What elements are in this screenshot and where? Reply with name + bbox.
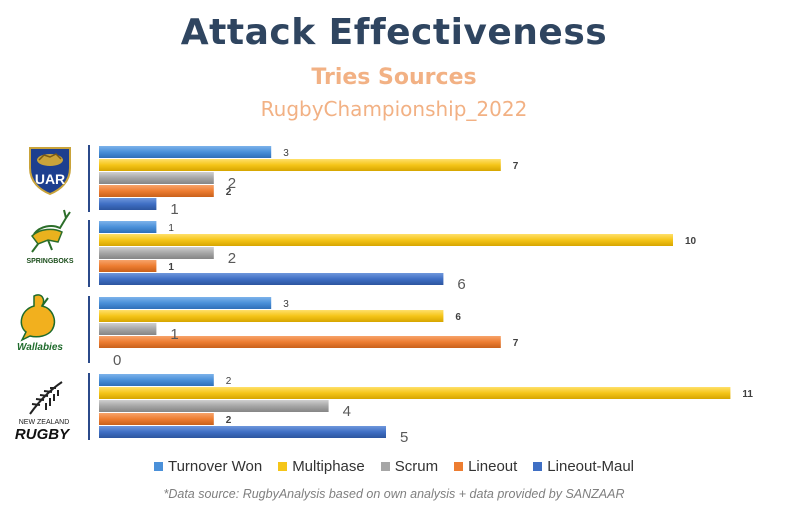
bar	[99, 234, 673, 246]
data-label: 0	[113, 352, 121, 369]
legend-label: Lineout	[468, 458, 518, 475]
bar	[99, 260, 157, 272]
data-label: 5	[400, 429, 408, 446]
data-label: 10	[685, 236, 697, 247]
legend-item: Turnover Won	[153, 458, 263, 475]
bar	[99, 374, 214, 386]
legend-swatch	[454, 462, 464, 471]
data-label: 7	[513, 161, 519, 172]
data-label: 1	[170, 326, 178, 343]
nz-rugby-logo: NEW ZEALAND RUGBY	[15, 381, 71, 442]
legend-item: Scrum	[380, 458, 439, 475]
legend-label: Multiphase	[292, 458, 365, 475]
legend-item: Lineout-Maul	[533, 458, 634, 475]
data-label: 2	[226, 187, 232, 198]
bar	[99, 323, 157, 335]
bar	[99, 400, 329, 412]
bar	[99, 336, 501, 348]
bar	[99, 387, 731, 399]
data-source-note: *Data source: RugbyAnalysis based on own…	[163, 487, 625, 501]
legend-swatch	[533, 462, 543, 471]
bar	[99, 146, 272, 158]
bar	[99, 159, 501, 171]
data-label: 3	[283, 299, 289, 310]
bar	[99, 310, 444, 322]
bar	[99, 297, 272, 309]
chart-subtitle: Tries Sources	[311, 65, 477, 90]
data-label: 4	[343, 403, 351, 420]
legend-label: Lineout-Maul	[547, 458, 635, 475]
data-label: 3	[283, 148, 289, 159]
data-label: 7	[513, 338, 519, 349]
data-label: 1	[168, 262, 174, 273]
uar-logo-text: UAR	[35, 171, 65, 187]
data-label: 1	[170, 201, 178, 218]
legend-label: Scrum	[394, 458, 439, 475]
nz-logo-top-text: NEW ZEALAND	[19, 419, 70, 426]
bar	[99, 413, 214, 425]
chart-legend: Turnover Won Multiphase Scrum Lineout Lineou…	[0, 458, 788, 475]
data-label: 1	[168, 223, 174, 234]
bar	[99, 172, 214, 184]
wallabies-logo: Wallabies	[17, 294, 63, 353]
wallabies-logo-text: Wallabies	[17, 342, 63, 353]
data-label: 2	[228, 250, 236, 267]
data-label: 6	[457, 276, 465, 293]
uar-logo: UAR	[29, 147, 71, 196]
chart-title: Attack Effectiveness	[180, 12, 608, 53]
legend-swatch	[153, 462, 163, 471]
nz-logo-bottom-text: RUGBY	[15, 426, 71, 442]
bar	[99, 247, 214, 259]
bar	[99, 221, 157, 233]
data-label: 2	[228, 175, 236, 192]
springboks-logo: SPRINGBOKS	[26, 209, 74, 265]
data-label: 6	[455, 312, 461, 323]
bar	[99, 198, 157, 210]
bar	[99, 273, 444, 285]
bar	[99, 185, 214, 197]
legend-item: Lineout	[454, 458, 517, 475]
springboks-logo-text: SPRINGBOKS	[26, 258, 73, 265]
data-label: 11	[742, 389, 753, 400]
legend-swatch	[278, 462, 288, 471]
bar-series	[99, 146, 731, 438]
legend-label: Turnover Won	[167, 458, 263, 475]
bar	[99, 426, 386, 438]
data-label: 2	[226, 376, 232, 387]
chart-subtitle-tournament: RugbyChampionship_2022	[260, 97, 528, 121]
legend-item: Multiphase	[278, 458, 365, 475]
data-label: 2	[226, 415, 232, 426]
legend-swatch	[380, 462, 390, 471]
